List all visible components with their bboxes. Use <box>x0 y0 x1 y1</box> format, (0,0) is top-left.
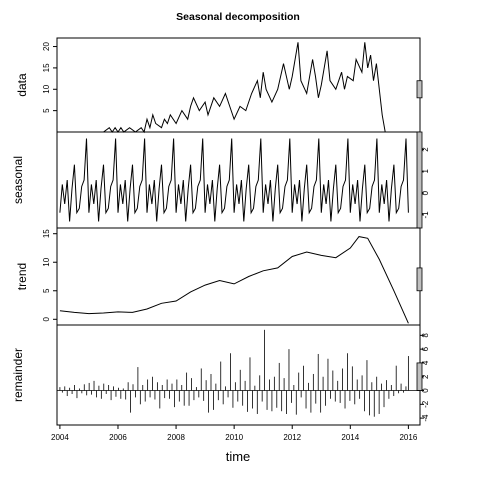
panel-label-seasonal: seasonal <box>11 156 25 204</box>
x-tick-label: 2012 <box>283 433 301 442</box>
y-tick-label-data: 10 <box>42 84 51 93</box>
y-tick-label-data: 15 <box>42 63 51 72</box>
x-tick-label: 2016 <box>399 433 417 442</box>
y-tick-label-trend: 10 <box>42 257 51 266</box>
y-tick-label-remainder: 6 <box>421 346 430 351</box>
panel-trend: 0 5 10 15 trend <box>15 227 423 326</box>
y-tick-label-trend: 15 <box>42 229 51 238</box>
y-tick-label-remainder: 0 <box>421 388 430 393</box>
panel-frame-remainder <box>56 324 421 426</box>
y-tick-label-remainder: 2 <box>421 374 430 379</box>
x-tick-label: 2004 <box>51 433 69 442</box>
chart-title: Seasonal decomposition <box>176 11 300 23</box>
series-line-data <box>59 42 409 134</box>
y-tick-label-trend: 0 <box>42 317 51 322</box>
panel-frame-trend <box>56 227 421 326</box>
range-bar-seasonal <box>416 131 423 229</box>
y-tick-label-seasonal: 1 <box>421 168 430 173</box>
series-line-seasonal <box>59 138 409 222</box>
x-tick-label: 2006 <box>109 433 127 442</box>
y-tick-label-remainder: 4 <box>421 360 430 365</box>
y-tick-label-seasonal: -1 <box>421 211 430 219</box>
panel-label-trend: trend <box>15 263 29 290</box>
y-tick-label-data: 20 <box>42 42 51 51</box>
y-tick-label-data: 5 <box>42 108 51 113</box>
x-tick-label: 2010 <box>225 433 243 442</box>
y-tick-label-seasonal: 0 <box>421 190 430 195</box>
panel-seasonal: -1 0 1 2 seasonal <box>11 131 430 229</box>
x-axis: 2004 2006 2008 2010 2012 2014 2016 <box>51 425 418 442</box>
panel-remainder: -4 -2 0 2 4 6 8 remainder <box>11 324 430 426</box>
y-tick-label-remainder: -2 <box>421 400 430 408</box>
panel-label-remainder: remainder <box>11 348 25 402</box>
panels-group: 5101520data-1012seasonal051015trend-4-20… <box>11 37 430 426</box>
panel-label-data: data <box>15 73 29 97</box>
series-line-trend <box>59 236 409 324</box>
x-axis-label: time <box>226 449 251 464</box>
range-bar-data <box>416 80 423 99</box>
range-bar-trend <box>416 267 423 292</box>
range-bar-remainder <box>416 362 423 391</box>
y-tick-label-remainder: 8 <box>421 333 430 338</box>
x-tick-label: 2008 <box>167 433 185 442</box>
x-tick-label: 2014 <box>341 433 359 442</box>
y-tick-label-trend: 5 <box>42 288 51 293</box>
y-tick-label-seasonal: 2 <box>421 147 430 152</box>
y-tick-label-remainder: -4 <box>421 414 430 422</box>
panel-data: 5 10 15 20 data <box>15 37 423 134</box>
